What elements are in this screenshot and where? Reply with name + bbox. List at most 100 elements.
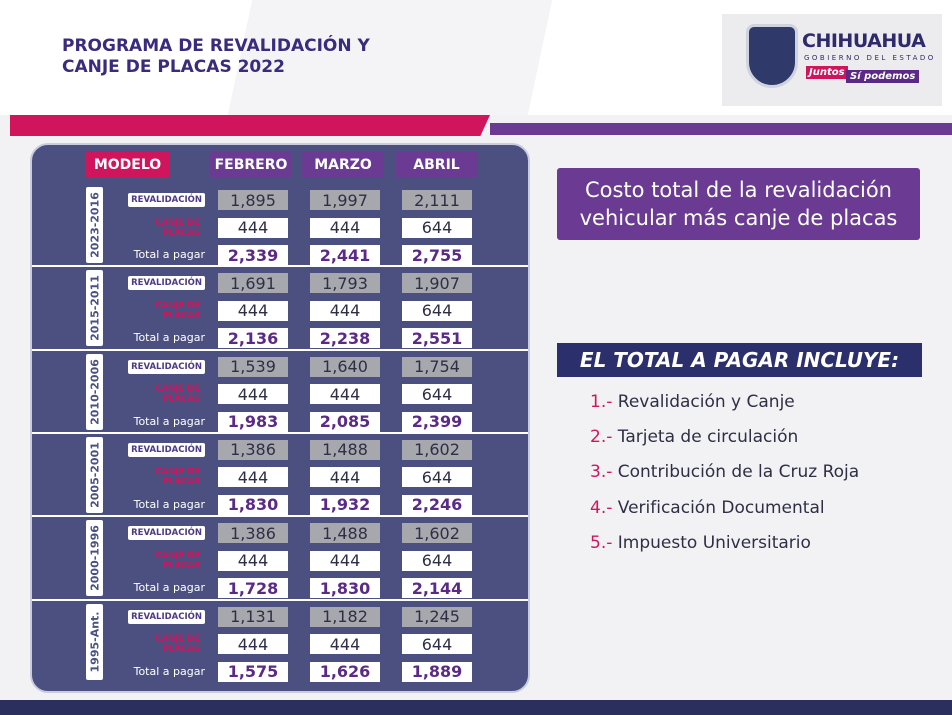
row-label: CANJE DE PLACAS — [110, 384, 200, 404]
row-label: REVALIDACIÓN — [110, 193, 205, 207]
model-text: 2005-2001 — [88, 441, 101, 508]
row-label-text: REVALIDACIÓN — [128, 442, 205, 457]
value-cell: 1,932 — [310, 494, 380, 515]
value-cell: 1,182 — [310, 606, 380, 627]
row-label-text: REVALIDACIÓN — [128, 359, 205, 374]
model-text: 2010-2006 — [88, 358, 101, 425]
model-text: 2000-1996 — [88, 525, 101, 592]
title-line: CANJE DE PLACAS 2022 — [62, 57, 285, 77]
value-cell: 1,245 — [402, 606, 472, 627]
logo-subtitle: GOBIERNO DEL ESTADO — [804, 54, 936, 62]
row-label-text: REVALIDACIÓN — [128, 193, 205, 207]
value-cell: 1,488 — [310, 439, 380, 460]
value-cell: 2,136 — [218, 328, 288, 349]
title-line: PROGRAMA DE REVALIDACIÓN Y — [62, 36, 370, 56]
value-cell: 444 — [218, 300, 288, 321]
row-label: CANJE DE PLACAS — [110, 551, 200, 571]
value-cell: 1,895 — [218, 190, 288, 210]
value-cell: 1,691 — [218, 273, 288, 294]
logo-name: CHIHUAHUA — [802, 30, 926, 52]
row-label-text: Total a pagar — [133, 664, 205, 678]
include-item: 3.- Contribución de la Cruz Roja — [590, 462, 859, 482]
value-cell: 2,755 — [402, 245, 472, 265]
value-cell: 444 — [218, 550, 288, 571]
item-text: Verificación Documental — [617, 497, 825, 518]
include-item: 4.- Verificación Documental — [590, 498, 825, 518]
row-label: REVALIDACIÓN — [110, 526, 205, 541]
value-cell: 644 — [402, 300, 472, 321]
model-text: 1995-Ant. — [88, 611, 101, 672]
row-label-text: CANJE DE PLACAS — [155, 634, 200, 654]
row-label-text: CANJE DE PLACAS — [155, 550, 200, 571]
value-cell: 1,754 — [402, 356, 472, 377]
value-cell: 444 — [310, 550, 380, 571]
value-cell: 444 — [310, 384, 380, 405]
column-header: FEBRERO — [210, 152, 292, 178]
stripe — [490, 123, 952, 135]
item-number: 3.- — [590, 462, 613, 483]
row-label: CANJE DE PLACAS — [110, 218, 200, 238]
value-cell: 1,830 — [310, 578, 380, 599]
model-label: 1995-Ant. — [86, 603, 103, 680]
value-cell: 444 — [310, 217, 380, 238]
value-cell: 644 — [402, 634, 472, 654]
column-header: MARZO — [302, 152, 384, 178]
value-cell: 1,539 — [218, 356, 288, 377]
value-cell: 1,793 — [310, 273, 380, 294]
value-cell: 2,339 — [218, 245, 288, 265]
include-item: 1.- Revalidación y Canje — [590, 392, 795, 412]
include-item: 5.- Impuesto Universitario — [590, 533, 811, 553]
row-label: REVALIDACIÓN — [110, 359, 205, 374]
column-header: MODELO — [85, 152, 170, 178]
value-cell: 1,602 — [402, 439, 472, 460]
value-cell: 1,602 — [402, 523, 472, 544]
value-cell: 444 — [218, 634, 288, 654]
row-label-text: CANJE DE PLACAS — [155, 300, 200, 321]
item-text: Impuesto Universitario — [617, 532, 811, 553]
row-label-text: Total a pagar — [133, 497, 205, 511]
footer-band — [0, 700, 952, 715]
includes-heading: EL TOTAL A PAGAR INCLUYE: — [557, 343, 922, 377]
row-label: REVALIDACIÓN — [110, 609, 205, 624]
group-separator — [32, 515, 528, 518]
value-cell: 1,997 — [310, 190, 380, 210]
callout: Costo total de la revalidación vehicular… — [557, 168, 920, 240]
group-separator — [32, 598, 528, 601]
row-label-text: Total a pagar — [133, 248, 205, 261]
stripe — [10, 115, 490, 136]
row-label: Total a pagar — [110, 664, 205, 678]
value-cell: 644 — [402, 384, 472, 405]
value-cell: 1,386 — [218, 523, 288, 544]
row-label: Total a pagar — [110, 248, 205, 261]
item-number: 5.- — [590, 532, 613, 553]
model-label: 2000-1996 — [86, 520, 103, 597]
value-cell: 444 — [310, 634, 380, 654]
include-item: 2.- Tarjeta de circulación — [590, 427, 798, 447]
value-cell: 444 — [218, 217, 288, 238]
row-label: REVALIDACIÓN — [110, 276, 205, 291]
value-cell: 444 — [310, 300, 380, 321]
row-label-text: Total a pagar — [133, 414, 205, 428]
value-cell: 1,907 — [402, 273, 472, 294]
row-label: CANJE DE PLACAS — [110, 301, 200, 321]
group-separator — [32, 431, 528, 434]
model-label: 2005-2001 — [86, 436, 103, 513]
value-cell: 1,640 — [310, 356, 380, 377]
value-cell: 1,131 — [218, 606, 288, 627]
item-text: Revalidación y Canje — [617, 392, 795, 412]
shield — [746, 24, 798, 88]
value-cell: 444 — [310, 467, 380, 488]
value-cell: 1,386 — [218, 439, 288, 460]
value-cell: 2,551 — [402, 328, 472, 349]
value-cell: 2,238 — [310, 328, 380, 349]
model-label: 2023-2016 — [86, 187, 103, 263]
row-label: CANJE DE PLACAS — [110, 467, 200, 487]
row-label: Total a pagar — [110, 414, 205, 428]
row-label: Total a pagar — [110, 332, 205, 343]
row-label: Total a pagar — [110, 582, 205, 593]
item-number: 4.- — [590, 497, 613, 518]
item-number: 2.- — [590, 427, 613, 448]
row-label-text: CANJE DE PLACAS — [155, 384, 200, 405]
